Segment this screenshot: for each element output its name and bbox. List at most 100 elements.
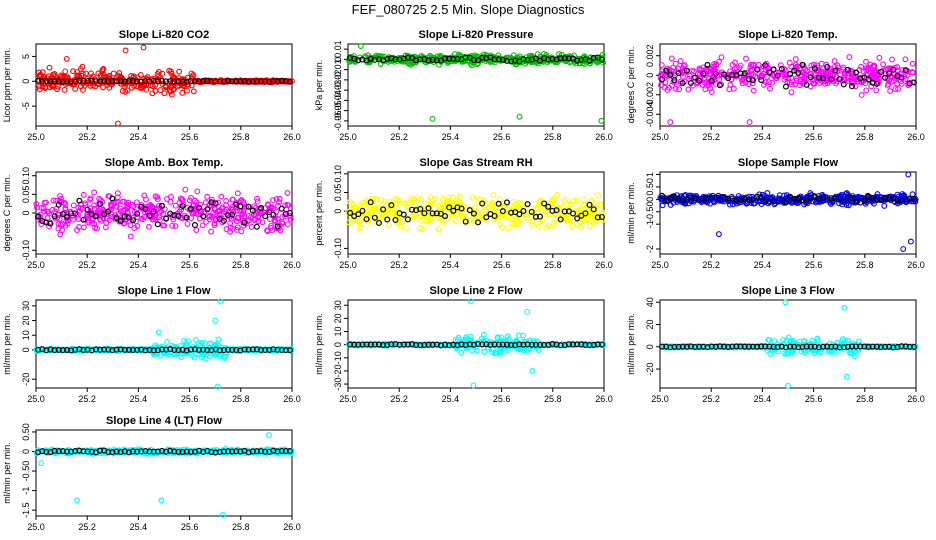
scatter-point bbox=[50, 197, 57, 204]
scatter-point bbox=[597, 201, 604, 208]
scatter-point bbox=[418, 53, 425, 59]
scatter-point-black bbox=[762, 62, 769, 69]
scatter-point bbox=[841, 304, 848, 311]
x-tick-label: 25.2 bbox=[390, 132, 408, 142]
scatter-point bbox=[43, 199, 49, 206]
scatter-point-black bbox=[520, 56, 527, 63]
x-tick-label: 26.0 bbox=[907, 132, 925, 142]
x-tick-label: 25.6 bbox=[181, 132, 199, 142]
scatter-point-black bbox=[886, 70, 893, 77]
scatter-point bbox=[76, 224, 83, 230]
scatter-point bbox=[145, 223, 152, 230]
scatter-point bbox=[346, 219, 353, 226]
scatter-point-black bbox=[704, 61, 711, 68]
scatter-point-black bbox=[910, 79, 917, 86]
scatter-point bbox=[39, 83, 46, 90]
scatter-point bbox=[569, 223, 576, 230]
scatter-point-black bbox=[286, 209, 293, 216]
scatter-point bbox=[528, 222, 535, 229]
scatter-point bbox=[410, 199, 417, 206]
scatter-point-black bbox=[47, 78, 54, 85]
scatter-point bbox=[161, 90, 168, 97]
scatter-point bbox=[228, 205, 235, 212]
scatter-point bbox=[535, 223, 542, 230]
y-axis-label: kPa per min. bbox=[314, 60, 324, 111]
scatter-point bbox=[170, 85, 177, 92]
scatter-point bbox=[223, 202, 230, 209]
scatter-point bbox=[680, 63, 687, 69]
scatter-point-black bbox=[536, 57, 543, 64]
scatter-point-black bbox=[429, 56, 436, 63]
scatter-point bbox=[214, 208, 221, 215]
scatter-point bbox=[881, 202, 888, 209]
scatter-point-black bbox=[708, 77, 715, 84]
scatter-point bbox=[87, 205, 94, 212]
scatter-point-black bbox=[274, 78, 281, 85]
scatter-point bbox=[186, 197, 193, 204]
plot-frame bbox=[35, 429, 293, 517]
scatter-point-black bbox=[142, 78, 149, 85]
scatter-point bbox=[156, 214, 162, 221]
scatter-point-black bbox=[524, 56, 531, 63]
scatter-point bbox=[762, 79, 769, 86]
y-tick-label: 10 bbox=[333, 327, 343, 337]
x-tick-label: 25.0 bbox=[651, 260, 669, 270]
scatter-point-black bbox=[113, 78, 120, 85]
scatter-point-black bbox=[479, 54, 486, 61]
scatter-point bbox=[212, 317, 219, 324]
scatter-point-black bbox=[659, 76, 666, 83]
x-tick-label: 25.6 bbox=[181, 522, 199, 532]
scatter-point-black bbox=[409, 206, 416, 213]
y-tick-label: -0.03 bbox=[333, 80, 343, 101]
x-tick-label: 25.0 bbox=[651, 394, 669, 404]
scatter-point bbox=[77, 205, 84, 212]
panel-title: Slope Line 4 (LT) Flow bbox=[106, 415, 222, 427]
scatter-point bbox=[852, 83, 859, 90]
scatter-point bbox=[54, 86, 61, 93]
scatter-point-black bbox=[113, 215, 120, 222]
scatter-point bbox=[505, 225, 512, 232]
scatter-point-black bbox=[142, 206, 149, 213]
scatter-point-black bbox=[355, 211, 362, 218]
scatter-point bbox=[496, 221, 503, 228]
scatter-point bbox=[275, 202, 282, 209]
scatter-point bbox=[439, 203, 446, 210]
scatter-point-black bbox=[241, 219, 248, 226]
scatter-point-black bbox=[253, 223, 260, 230]
scatter-point bbox=[429, 115, 436, 122]
x-tick-label: 25.0 bbox=[339, 260, 357, 270]
scatter-point bbox=[229, 225, 236, 232]
x-tick-label: 25.2 bbox=[390, 260, 408, 270]
x-tick-label: 25.2 bbox=[78, 394, 96, 404]
scatter-point bbox=[218, 193, 225, 200]
y-tick-label: -0.10 bbox=[21, 240, 31, 261]
scatter-point bbox=[448, 198, 455, 205]
scatter-point-black bbox=[109, 78, 116, 85]
panel-title: Slope Li-820 CO2 bbox=[119, 29, 209, 41]
scatter-point-black bbox=[274, 223, 281, 230]
scatter-point bbox=[109, 81, 116, 87]
scatter-point-black bbox=[683, 67, 690, 74]
scatter-point-black bbox=[80, 78, 87, 85]
scatter-point bbox=[202, 199, 209, 206]
scatter-point-black bbox=[72, 210, 79, 217]
scatter-point bbox=[94, 225, 100, 232]
scatter-point-black bbox=[68, 210, 75, 217]
scatter-point bbox=[558, 205, 565, 212]
scatter-point bbox=[36, 69, 42, 76]
scatter-point bbox=[529, 218, 536, 225]
scatter-point bbox=[549, 197, 555, 204]
scatter-point-black bbox=[225, 212, 232, 219]
scatter-point bbox=[599, 211, 605, 218]
scatter-point-black bbox=[363, 216, 370, 223]
scatter-point-black bbox=[536, 213, 543, 220]
scatter-point-black bbox=[720, 71, 727, 78]
scatter-point-black bbox=[191, 222, 198, 229]
scatter-point bbox=[128, 72, 135, 79]
y-tick-label: 0 bbox=[21, 210, 31, 215]
scatter-point bbox=[267, 216, 273, 223]
scatter-point bbox=[273, 196, 280, 203]
scatter-point-black bbox=[130, 217, 137, 224]
y-tick-label: 0 bbox=[645, 344, 655, 349]
